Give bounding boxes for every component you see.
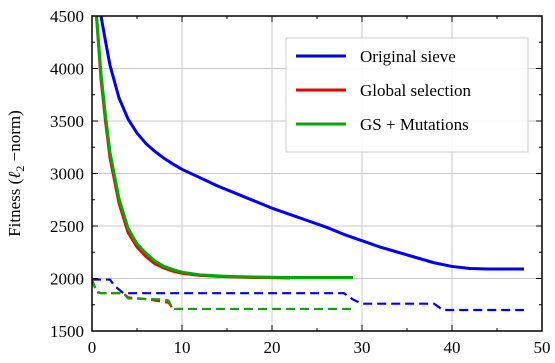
y-tick-label: 2000 xyxy=(50,270,84,289)
x-tick-label: 30 xyxy=(354,338,371,357)
y-tick-label: 4500 xyxy=(50,7,84,26)
legend-label: GS + Mutations xyxy=(360,115,469,134)
series-line-3 xyxy=(95,16,353,279)
y-tick-label: 3500 xyxy=(50,112,84,131)
y-tick-label: 2500 xyxy=(50,217,84,236)
y-tick-label: 3000 xyxy=(50,165,84,184)
legend-label: Original sieve xyxy=(360,47,456,66)
y-tick-label: 1500 xyxy=(50,322,84,341)
x-tick-label: 0 xyxy=(88,338,97,357)
x-tick-label: 50 xyxy=(534,338,551,357)
y-tick-label: 4000 xyxy=(50,60,84,79)
series-line-6-dashed xyxy=(92,279,353,311)
series-lines xyxy=(92,16,524,312)
series-line-2 xyxy=(95,16,291,280)
x-tick-label: 20 xyxy=(264,338,281,357)
series-line-1 xyxy=(99,16,524,271)
x-tick-label: 10 xyxy=(174,338,191,357)
x-tick-label: 40 xyxy=(444,338,461,357)
series-line-4-dashed xyxy=(92,278,524,312)
legend: Original sieve Global selection GS + Mutat… xyxy=(285,37,529,153)
axis-ticks: 0 10 20 30 40 50 1500 2000 2500 3000 3500 4000 4500 xyxy=(50,7,551,357)
legend-label: Global selection xyxy=(360,81,471,100)
y-axis-label: Fitness (ℓ2 −norm) xyxy=(5,110,27,237)
